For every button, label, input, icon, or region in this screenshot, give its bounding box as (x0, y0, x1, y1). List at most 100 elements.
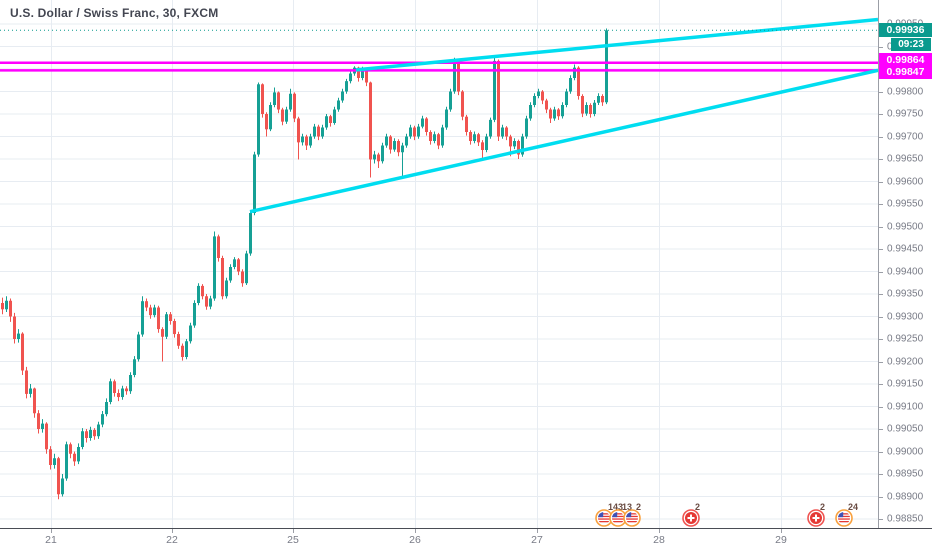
candle (409, 124, 412, 139)
candle (61, 474, 64, 497)
price-axis-label: 0.99400 (887, 266, 924, 277)
swiss-flag-event-icon[interactable]: 2 (807, 502, 825, 527)
candle (489, 117, 492, 139)
price-axis-label: 0.99750 (887, 108, 924, 120)
candle (445, 106, 448, 130)
candle (601, 94, 604, 106)
candle (133, 356, 136, 378)
candle (337, 97, 340, 112)
candle (21, 332, 24, 375)
price-axis-label: 0.99000 (887, 446, 924, 457)
candle (393, 138, 396, 152)
swiss-flag-event-icon[interactable]: 2 (682, 502, 700, 527)
time-axis-tick (415, 529, 416, 533)
price-axis-label: 0.98950 (887, 468, 924, 480)
trendline-lower[interactable] (249, 68, 878, 214)
candle (185, 339, 188, 360)
price-axis-tick (879, 136, 883, 138)
candle (117, 389, 120, 402)
candle (101, 411, 104, 428)
candle (505, 126, 508, 141)
candle (209, 295, 212, 310)
bar-countdown-badge: 09:23 (891, 37, 931, 51)
candle (545, 98, 548, 114)
candle (121, 385, 124, 400)
candle (281, 107, 284, 126)
candle (501, 124, 504, 139)
time-axis[interactable]: 21 22 25 26 27 28 29 (0, 528, 932, 550)
candlestick-plot[interactable] (0, 0, 878, 528)
candle (221, 255, 224, 300)
candle (429, 130, 432, 145)
price-axis-label: 0.99350 (887, 288, 924, 300)
us-flag-event-icon[interactable]: 13 (609, 502, 632, 527)
price-axis-label: 0.99200 (887, 356, 924, 367)
time-axis-label: 27 (531, 534, 543, 546)
candle (309, 133, 312, 148)
time-axis-label: 28 (653, 534, 665, 546)
candle (225, 277, 228, 299)
candle (345, 78, 348, 94)
candle (437, 132, 440, 150)
gridlines (0, 0, 878, 528)
time-axis-tick (659, 529, 660, 533)
event-count: 13 (622, 502, 633, 512)
price-axis-tick (879, 294, 883, 295)
price-axis-label: 0.99050 (887, 423, 924, 435)
candle (573, 64, 576, 81)
us-flag-event-icon[interactable]: 143 (595, 502, 623, 527)
us-flag-event-icon[interactable]: 2 (623, 502, 641, 527)
candle (469, 130, 472, 145)
us-flag-event-icon[interactable]: 24 (835, 502, 858, 527)
event-count: 2 (636, 502, 642, 512)
price-axis-tick (879, 46, 883, 48)
candle (49, 446, 52, 470)
candle (301, 133, 304, 146)
price-axis-label: 0.99550 (887, 198, 924, 210)
price-axis-label: 0.99150 (887, 378, 924, 390)
candle (141, 296, 144, 337)
candle (253, 151, 256, 216)
candle (25, 366, 28, 399)
candle (377, 152, 380, 168)
candle (425, 117, 428, 136)
candle (297, 116, 300, 160)
candle (137, 331, 140, 362)
candle (249, 210, 252, 256)
candle (33, 387, 36, 418)
price-axis-label: 0.98900 (887, 491, 924, 502)
candle (561, 102, 564, 119)
candle (265, 112, 268, 137)
candle (201, 284, 204, 300)
price-axis[interactable]: 0.999500.999000.998500.998000.997500.997… (878, 0, 932, 528)
candle (105, 398, 108, 417)
candle (153, 304, 156, 318)
candle (69, 442, 72, 459)
candle (197, 283, 200, 306)
price-axis-tick (879, 226, 883, 228)
candle (233, 257, 236, 270)
price-axis-label: 0.99600 (887, 176, 924, 187)
candle (173, 318, 176, 338)
candle (473, 131, 476, 144)
time-axis-label: 22 (166, 534, 178, 546)
candle (149, 304, 152, 319)
candle (349, 70, 352, 84)
price-axis-label: 0.99700 (887, 131, 924, 142)
symbol-title[interactable]: U.S. Dollar / Swiss Franc, 30, FXCM (10, 6, 219, 20)
candle (189, 322, 192, 344)
price-axis-tick (879, 496, 883, 498)
price-axis-label: 0.99300 (887, 311, 924, 322)
current-price-badge: 0.99936 (879, 23, 932, 38)
candle (597, 93, 600, 105)
candle (157, 305, 160, 333)
candle (261, 83, 264, 118)
candle (245, 250, 248, 285)
candle (181, 343, 184, 361)
candle (373, 150, 376, 164)
trendline-upper[interactable] (355, 17, 878, 72)
candle (401, 142, 404, 177)
candle (485, 133, 488, 153)
candle (241, 269, 244, 287)
candle (53, 453, 56, 469)
